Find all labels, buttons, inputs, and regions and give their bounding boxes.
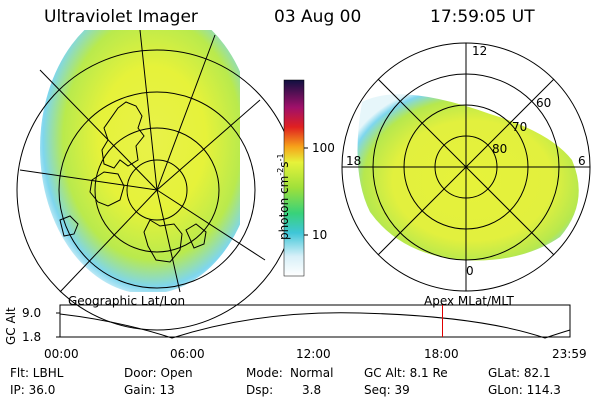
info-gcalt: GC Alt: 8.1 Re: [364, 366, 448, 380]
time-label: 17:59:05 UT: [430, 7, 535, 27]
info-glon: GLon: 114.3: [488, 383, 561, 397]
lon-line: [39, 69, 158, 191]
lat-circle: [126, 159, 188, 221]
info-dsp-label: Dsp:: [246, 383, 274, 397]
mlt-label-18: 18: [346, 154, 362, 168]
info-dsp-value: 3.8: [302, 383, 322, 397]
altitude-plot: [56, 304, 571, 339]
coastline: [89, 171, 125, 207]
instrument-title: Ultraviolet Imager: [44, 7, 198, 27]
lon-line: [156, 99, 261, 191]
geographic-image: [16, 29, 298, 331]
info-ip: IP: 36.0: [10, 383, 56, 397]
time-tick-0600: 06:00: [170, 347, 205, 361]
altitude-curve: [59, 312, 571, 339]
mlat-label-70: 70: [512, 120, 528, 134]
info-mode-value: Normal: [290, 366, 334, 380]
time-tick-1200: 12:00: [296, 347, 331, 361]
lon-line: [19, 169, 158, 191]
aurora-blob-geo: [40, 30, 240, 292]
coastline: [185, 223, 207, 249]
mlt-label-12: 12: [472, 44, 488, 58]
time-tick-2359: 23:59: [552, 347, 587, 361]
mlat-label-80: 80: [492, 142, 508, 156]
lon-line: [156, 34, 216, 191]
lon-line: [139, 29, 158, 191]
lon-line: [156, 189, 181, 293]
coastline: [59, 215, 79, 237]
altitude-axis-label: GC Alt: [4, 307, 18, 345]
altitude-y-top: 9.0: [22, 306, 42, 320]
colorbar-tick-100: 100: [312, 141, 335, 155]
time-tick-0000: 00:00: [44, 347, 79, 361]
info-seq: Seq: 39: [364, 383, 410, 397]
lon-line: [59, 189, 158, 293]
info-gain: Gain: 13: [124, 383, 175, 397]
lon-line: [156, 189, 266, 261]
colorbar-tick-10: 10: [312, 228, 328, 242]
time-tick-1800: 18:00: [424, 347, 459, 361]
date-label: 03 Aug 00: [274, 7, 362, 27]
mlt-line-diag: [377, 78, 555, 256]
altitude-y-bottom: 1.8: [22, 330, 42, 344]
apex-polar-plot: [341, 42, 591, 292]
colorbar-unit-label: photon cm-2s-1: [276, 153, 291, 240]
info-glat: GLat: 82.1: [488, 366, 551, 380]
mlt-label-6: 6: [578, 154, 586, 168]
coastline: [143, 219, 183, 263]
lat-circle: [58, 91, 256, 289]
mlat-label-60: 60: [536, 96, 552, 110]
info-flt: Flt: LBHL: [10, 366, 64, 380]
colorbar: [283, 79, 308, 277]
coastline: [101, 101, 145, 169]
info-mode-label: Mode:: [246, 366, 283, 380]
mlt-label-0: 0: [466, 264, 474, 278]
aurora-oval: [357, 94, 579, 261]
info-door: Door: Open: [124, 366, 193, 380]
lat-circle: [94, 127, 220, 253]
